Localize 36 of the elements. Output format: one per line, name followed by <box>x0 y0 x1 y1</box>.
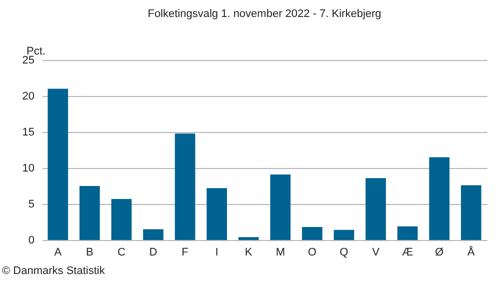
bar <box>334 230 354 240</box>
x-tick-label: F <box>182 246 189 258</box>
y-tick-label: 25 <box>22 54 34 66</box>
x-tick-label: I <box>215 246 218 258</box>
bar <box>238 237 259 240</box>
x-tick-label: C <box>117 246 126 258</box>
y-tick-label: 0 <box>28 234 34 246</box>
bar <box>174 133 196 240</box>
bar <box>48 88 68 240</box>
bar <box>206 188 227 240</box>
bar <box>80 186 100 240</box>
x-tick-label: Ø <box>435 246 444 258</box>
bar <box>302 227 322 240</box>
x-tick-label: O <box>308 246 317 258</box>
y-tick-label: 15 <box>22 126 34 138</box>
bar <box>270 174 291 240</box>
bar <box>429 157 450 240</box>
bar <box>111 198 132 240</box>
bar <box>460 185 482 240</box>
x-tick-label: Å <box>467 246 476 258</box>
text: © Danmarks Statistik <box>2 265 106 277</box>
x-tick-label: Q <box>340 246 349 258</box>
bar <box>366 178 386 240</box>
x-tick-label: B <box>86 246 94 258</box>
y-tick-label: 10 <box>22 162 34 174</box>
x-tick-label: A <box>54 246 62 258</box>
bar <box>143 229 164 240</box>
y-tick-label: 5 <box>28 198 34 210</box>
bar <box>397 226 418 240</box>
x-tick-label: K <box>244 246 253 258</box>
y-tick-label: 20 <box>22 90 34 102</box>
x-tick-label: V <box>372 246 380 258</box>
chart-title: Folketingsvalg 1. november 2022 - 7. Kirkebjerg <box>148 8 382 20</box>
x-tick-label: M <box>276 246 285 258</box>
x-tick-label: Æ <box>402 246 414 258</box>
x-tick-label: D <box>149 246 158 258</box>
